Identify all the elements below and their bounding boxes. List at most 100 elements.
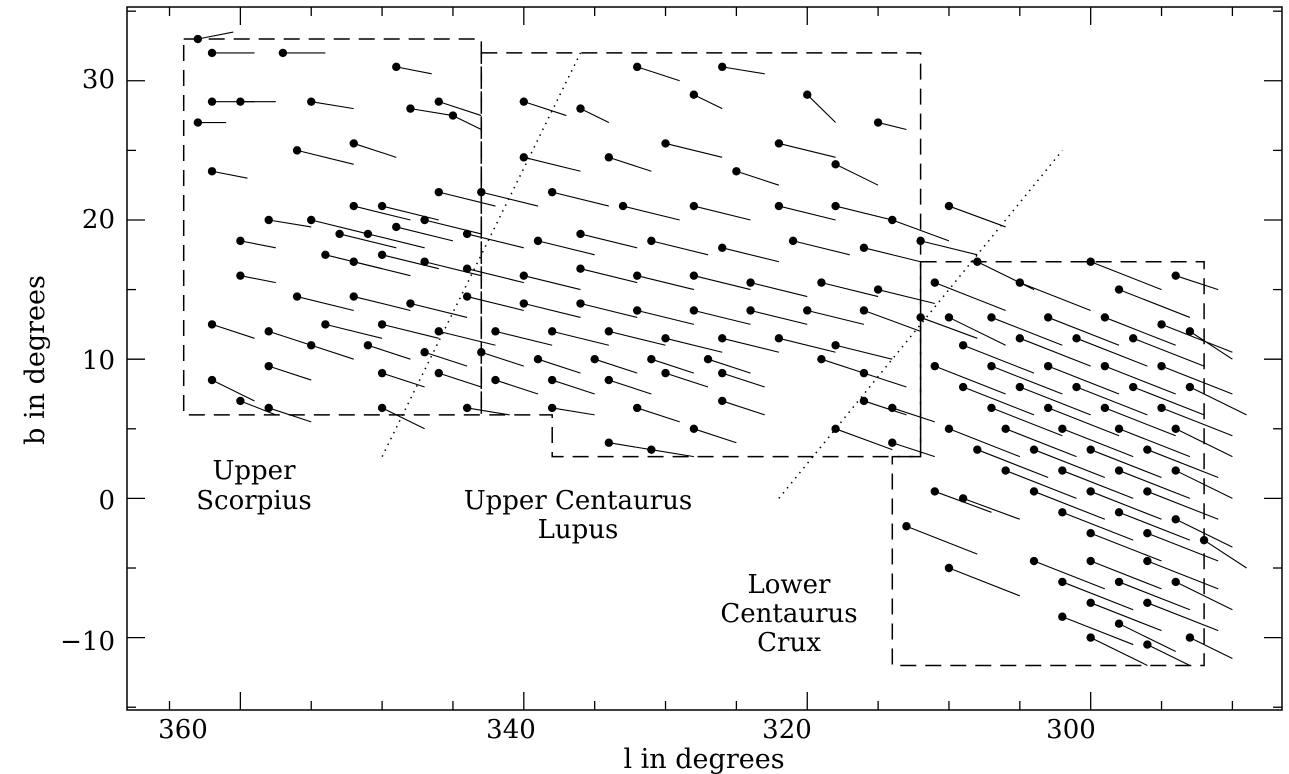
star-point — [831, 424, 840, 433]
proper-motion-vector — [1175, 470, 1233, 499]
star-point — [859, 306, 869, 315]
star-point — [604, 375, 614, 385]
star-point — [207, 48, 217, 58]
y-axis-title: b in degrees — [20, 275, 51, 445]
x-axis-title: l in degrees — [623, 744, 784, 774]
proper-motion-vector — [920, 316, 978, 339]
star-point — [264, 215, 273, 225]
proper-motion-vector — [693, 428, 737, 444]
proper-motion-vector — [438, 330, 496, 346]
star-point — [718, 396, 727, 406]
proper-motion-vector — [1147, 602, 1219, 632]
star-point — [1086, 487, 1095, 496]
star-point — [264, 403, 273, 413]
star-point — [377, 320, 387, 329]
star-point — [292, 146, 302, 155]
proper-motion-vector — [637, 309, 695, 325]
proper-motion-vector — [268, 407, 312, 423]
star-point — [718, 368, 727, 378]
star-point — [519, 153, 529, 162]
proper-motion-vector — [1005, 470, 1077, 499]
star-point — [1058, 508, 1067, 517]
proper-motion-vector — [1161, 407, 1233, 437]
proper-motion-vector — [608, 379, 652, 395]
region-label-line: Upper Centaurus — [464, 486, 693, 516]
star-point — [207, 375, 217, 385]
star-point — [1029, 487, 1039, 496]
star-point — [1114, 466, 1124, 475]
star-point — [1143, 487, 1152, 496]
region-label-line: Lower — [748, 570, 832, 600]
proper-motion-vector — [367, 233, 425, 249]
proper-motion-vector — [197, 31, 234, 40]
star-point — [434, 368, 443, 378]
proper-motion-vector — [665, 337, 723, 353]
proper-motion-vector — [1175, 275, 1219, 291]
star-point — [1058, 612, 1067, 621]
proper-motion-vector — [466, 268, 524, 284]
star-point — [1157, 320, 1166, 329]
proper-motion-vector — [1076, 386, 1148, 416]
proper-motion-vector — [495, 330, 553, 346]
proper-motion-vector — [523, 156, 581, 172]
star-point — [1171, 466, 1180, 475]
proper-motion-vector — [637, 275, 695, 291]
proper-motion-vector — [240, 400, 277, 416]
star-point — [434, 327, 443, 336]
proper-motion-vector — [1118, 289, 1191, 318]
star-point — [604, 327, 614, 336]
star-point — [1029, 445, 1039, 454]
proper-motion-vector — [410, 302, 468, 318]
y-tick-label: 30 — [82, 65, 115, 95]
proper-motion-vector — [1104, 365, 1176, 395]
proper-motion-vector — [821, 282, 879, 298]
star-point — [1043, 403, 1053, 413]
star-point — [207, 167, 217, 176]
proper-motion-vector — [211, 323, 255, 339]
proper-motion-vector — [637, 407, 680, 423]
star-point — [958, 341, 968, 350]
proper-motion-vector — [722, 337, 780, 353]
proper-motion-vector — [991, 365, 1063, 395]
proper-motion-vector — [807, 309, 865, 325]
proper-motion-vector — [892, 219, 950, 242]
proper-motion-vector — [934, 282, 1006, 311]
star-point — [746, 278, 755, 287]
proper-motion-vector — [311, 219, 369, 235]
proper-motion-vector — [707, 358, 751, 374]
star-point — [519, 271, 529, 280]
proper-motion-vector — [1090, 261, 1162, 291]
proper-motion-vector — [1033, 490, 1106, 520]
region-label-line: Lupus — [538, 515, 619, 545]
proper-motion-vector — [863, 247, 921, 263]
star-point — [462, 264, 472, 273]
proper-motion-vector — [523, 275, 581, 291]
star-point — [519, 299, 529, 308]
proper-motion-vector — [466, 233, 524, 249]
star-point — [207, 97, 217, 106]
star-point — [831, 201, 840, 211]
star-point — [547, 327, 557, 336]
proper-motion-vector — [892, 442, 935, 458]
star-point — [987, 361, 996, 371]
star-point — [576, 299, 585, 308]
proper-motion-vector — [977, 449, 1049, 479]
star-point — [873, 118, 883, 127]
star-point — [377, 201, 387, 211]
proper-motion-vector — [1118, 470, 1191, 499]
proper-motion-vector — [693, 205, 751, 221]
proper-motion-vector — [1147, 490, 1219, 520]
proper-motion-vector — [877, 122, 907, 131]
proper-motion-vector — [637, 66, 680, 82]
proper-motion-vector — [693, 309, 751, 325]
star-point — [647, 354, 656, 364]
star-point — [1086, 445, 1095, 454]
star-point — [377, 250, 387, 259]
proper-motion-vector — [948, 316, 1006, 346]
star-point — [236, 97, 245, 106]
star-point — [1143, 556, 1152, 566]
star-point — [1185, 382, 1195, 392]
proper-motion-vector — [268, 330, 312, 346]
star-point — [1100, 403, 1110, 413]
star-point — [817, 278, 826, 287]
